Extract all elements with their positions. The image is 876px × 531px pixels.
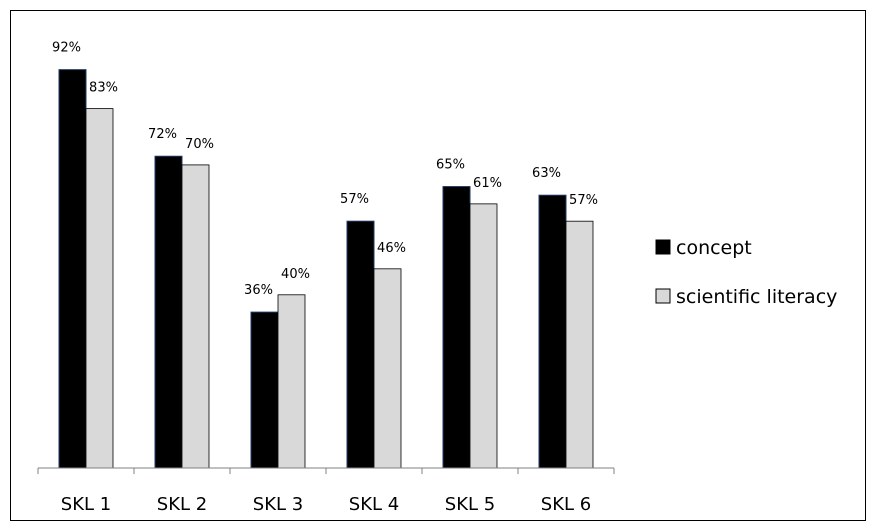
category-label-skl-6: SKL 6 bbox=[541, 494, 591, 515]
data-label-concept-skl-2: 72% bbox=[148, 127, 177, 142]
category-label-skl-5: SKL 5 bbox=[445, 494, 495, 515]
bar-concept-skl-6 bbox=[538, 194, 567, 469]
bar-concept-skl-2 bbox=[154, 155, 183, 469]
data-label-scientific-literacy-skl-1: 83% bbox=[89, 81, 118, 96]
data-label-concept-skl-3: 36% bbox=[244, 283, 273, 298]
category-labels-group: SKL 1 SKL 2 SKL 3 SKL 4 SKL 5 SKL 6 bbox=[61, 494, 591, 515]
data-label-concept-skl-6: 63% bbox=[532, 166, 561, 181]
data-label-concept-skl-5: 65% bbox=[436, 158, 465, 173]
data-label-concept-skl-4: 57% bbox=[340, 192, 369, 207]
bars-group bbox=[58, 69, 594, 469]
bar-scientific-literacy-skl-1 bbox=[85, 108, 114, 469]
bar-concept-skl-1 bbox=[58, 69, 87, 469]
data-label-concept-skl-1: 92% bbox=[52, 41, 81, 56]
bar-concept-skl-5 bbox=[442, 186, 471, 469]
bar-scientific-literacy-skl-6 bbox=[565, 220, 594, 469]
legend-label-scientific-literacy: scientific literacy bbox=[676, 286, 837, 308]
bar-concept-skl-3 bbox=[250, 311, 279, 469]
data-label-scientific-literacy-skl-3: 40% bbox=[281, 267, 310, 282]
category-label-skl-4: SKL 4 bbox=[349, 494, 399, 515]
data-label-scientific-literacy-skl-4: 46% bbox=[377, 241, 406, 256]
value-labels-group: 92% 83% 72% 70% 36% 40% 57% 46% 65% 61% 63% 57% bbox=[52, 41, 598, 298]
bar-scientific-literacy-skl-4 bbox=[373, 268, 402, 469]
legend-swatch-scientific-literacy bbox=[655, 288, 671, 304]
data-label-scientific-literacy-skl-2: 70% bbox=[185, 137, 214, 152]
bar-scientific-literacy-skl-5 bbox=[469, 203, 498, 469]
data-label-scientific-literacy-skl-6: 57% bbox=[569, 193, 598, 208]
category-label-skl-1: SKL 1 bbox=[61, 494, 111, 515]
bar-concept-skl-4 bbox=[346, 220, 375, 469]
legend-label-concept: concept bbox=[676, 237, 752, 259]
chart-frame bbox=[10, 10, 866, 521]
category-label-skl-2: SKL 2 bbox=[157, 494, 207, 515]
category-label-skl-3: SKL 3 bbox=[253, 494, 303, 515]
data-label-scientific-literacy-skl-5: 61% bbox=[473, 176, 502, 191]
bar-scientific-literacy-skl-3 bbox=[277, 294, 306, 469]
legend-swatch-concept bbox=[655, 239, 671, 255]
x-axis-ticks-group bbox=[37, 468, 615, 474]
bar-scientific-literacy-skl-2 bbox=[181, 164, 210, 469]
legend: concept scientific literacy bbox=[655, 237, 837, 308]
